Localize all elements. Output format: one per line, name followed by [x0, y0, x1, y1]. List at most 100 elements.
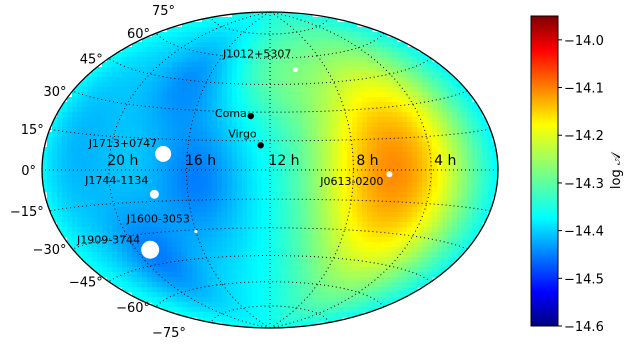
heatmap-cell	[362, 257, 368, 263]
heatmap-cell	[122, 227, 128, 233]
heatmap-cell	[442, 122, 448, 128]
heatmap-cell	[217, 177, 223, 183]
heatmap-cell	[297, 37, 303, 43]
heatmap-cell	[337, 277, 343, 283]
heatmap-cell	[317, 62, 323, 68]
heatmap-cell	[297, 157, 303, 163]
heatmap-cell	[262, 177, 268, 183]
heatmap-cell	[432, 257, 438, 263]
heatmap-cell	[177, 237, 183, 243]
heatmap-cell	[87, 172, 93, 178]
heatmap-cell	[407, 72, 413, 78]
heatmap-cell	[407, 142, 413, 148]
heatmap-cell	[452, 247, 458, 253]
heatmap-cell	[287, 202, 293, 208]
heatmap-cell	[297, 82, 303, 88]
heatmap-cell	[342, 72, 348, 78]
heatmap-cell	[427, 82, 433, 88]
heatmap-cell	[237, 182, 243, 188]
heatmap-cell	[127, 142, 133, 148]
heatmap-cell	[182, 192, 188, 198]
heatmap-cell	[122, 112, 128, 118]
heatmap-cell	[122, 132, 128, 138]
heatmap-cell	[457, 92, 463, 98]
heatmap-cell	[352, 207, 358, 213]
heatmap-cell	[67, 137, 73, 143]
heatmap-cell	[232, 182, 238, 188]
heatmap-cell	[337, 72, 343, 78]
heatmap-cell	[242, 232, 248, 238]
heatmap-cell	[317, 117, 323, 123]
heatmap-cell	[197, 102, 203, 108]
heatmap-cell	[227, 217, 233, 223]
heatmap-cell	[317, 107, 323, 113]
heatmap-cell	[192, 162, 198, 168]
heatmap-cell	[147, 207, 153, 213]
heatmap-cell	[237, 192, 243, 198]
heatmap-cell	[342, 297, 348, 303]
heatmap-cell	[347, 92, 353, 98]
heatmap-cell	[432, 77, 438, 83]
heatmap-cell	[487, 147, 493, 153]
heatmap-cell	[152, 32, 158, 38]
heatmap-cell	[272, 22, 278, 28]
heatmap-cell	[102, 112, 108, 118]
heatmap-cell	[317, 47, 323, 53]
heatmap-cell	[302, 302, 308, 308]
heatmap-cell	[87, 132, 93, 138]
heatmap-cell	[482, 202, 488, 208]
heatmap-cell	[92, 247, 98, 253]
heatmap-cell	[387, 252, 393, 258]
heatmap-cell	[122, 272, 128, 278]
heatmap-cell	[307, 277, 313, 283]
heatmap-cell	[332, 212, 338, 218]
heatmap-cell	[132, 172, 138, 178]
heatmap-cell	[87, 117, 93, 123]
heatmap-cell	[92, 117, 98, 123]
heatmap-cell	[307, 92, 313, 98]
latitude-tick-label: −45°	[69, 276, 103, 291]
heatmap-cell	[177, 102, 183, 108]
heatmap-cell	[327, 112, 333, 118]
heatmap-cell	[312, 32, 318, 38]
heatmap-cell	[82, 217, 88, 223]
heatmap-cell	[402, 262, 408, 268]
heatmap-cell	[292, 137, 298, 143]
heatmap-cell	[277, 297, 283, 303]
heatmap-cell	[472, 212, 478, 218]
heatmap-cell	[417, 232, 423, 238]
heatmap-cell	[187, 267, 193, 273]
heatmap-cell	[397, 52, 403, 58]
heatmap-cell	[237, 102, 243, 108]
heatmap-cell	[132, 52, 138, 58]
heatmap-cell	[177, 247, 183, 253]
heatmap-cell	[212, 157, 218, 163]
heatmap-cell	[227, 187, 233, 193]
heatmap-cell	[127, 122, 133, 128]
heatmap-cell	[302, 87, 308, 93]
heatmap-cell	[227, 242, 233, 248]
heatmap-cell	[352, 82, 358, 88]
heatmap-cell	[277, 257, 283, 263]
heatmap-cell	[277, 57, 283, 63]
heatmap-cell	[287, 282, 293, 288]
heatmap-cell	[307, 212, 313, 218]
heatmap-cell	[297, 137, 303, 143]
heatmap-cell	[147, 67, 153, 73]
heatmap-cell	[327, 182, 333, 188]
heatmap-cell	[307, 227, 313, 233]
heatmap-cell	[227, 222, 233, 228]
heatmap-cell	[257, 262, 263, 268]
heatmap-cell	[407, 112, 413, 118]
heatmap-cell	[372, 142, 378, 148]
heatmap-cell	[167, 42, 173, 48]
heatmap-cell	[302, 122, 308, 128]
heatmap-cell	[452, 227, 458, 233]
heatmap-cell	[257, 252, 263, 258]
heatmap-cell	[432, 87, 438, 93]
heatmap-cell	[322, 232, 328, 238]
heatmap-cell	[257, 322, 263, 328]
heatmap-cell	[252, 242, 258, 248]
heatmap-cell	[332, 97, 338, 103]
heatmap-cell	[462, 152, 468, 158]
